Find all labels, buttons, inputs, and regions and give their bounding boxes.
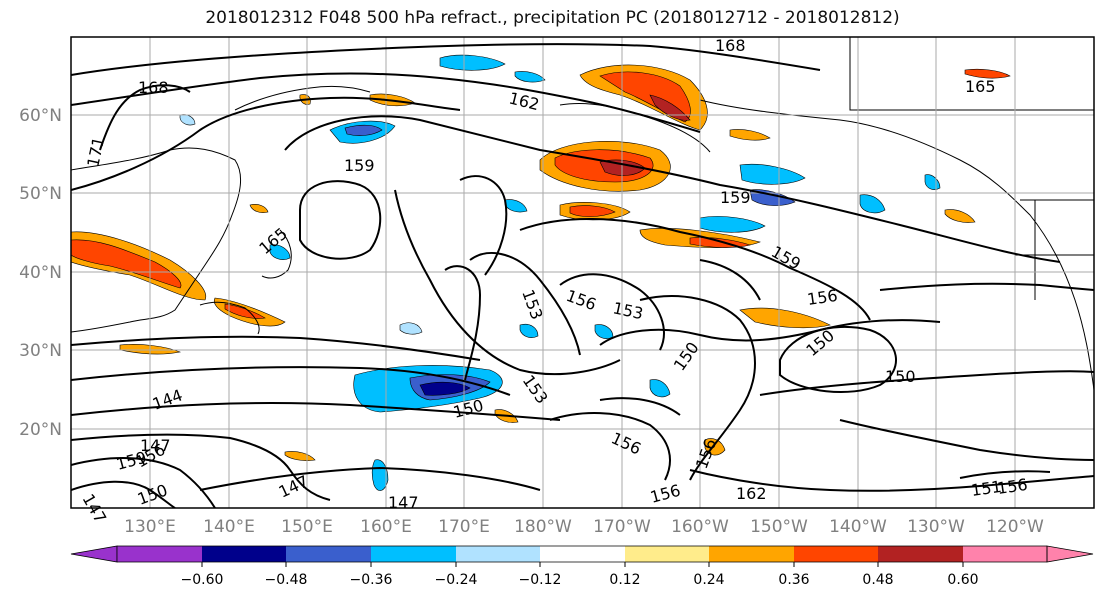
colorbar-segment xyxy=(202,546,286,562)
colorbar-extend-low xyxy=(70,545,118,563)
lon-label: 150°W xyxy=(750,517,808,537)
contour-label: 156 xyxy=(996,475,1029,498)
precipitation-shading xyxy=(71,54,1011,491)
map-frame xyxy=(70,36,1095,509)
colorbar-segment xyxy=(117,546,202,562)
lon-label: 130°E xyxy=(124,517,176,537)
longitude-labels: 130°E 140°E 150°E 160°E 170°E 180°W 170°… xyxy=(124,517,1044,537)
contour-label: 165 xyxy=(965,77,996,96)
colorbar-extend-high xyxy=(1046,545,1094,563)
contour-label: 159 xyxy=(720,188,751,207)
lat-label: 20°N xyxy=(19,420,62,440)
colorbar-segment xyxy=(963,546,1047,562)
lon-label: 140°W xyxy=(829,517,887,537)
lon-label: 150°E xyxy=(281,517,333,537)
colorbar-segment xyxy=(794,546,878,562)
colorbar-segment xyxy=(709,546,794,562)
lon-label: 140°E xyxy=(203,517,255,537)
colorbar-tick-label: −0.36 xyxy=(350,572,393,588)
colorbar-segment xyxy=(625,546,709,562)
colorbar-segment xyxy=(371,546,456,562)
colorbar-tick-label: −0.24 xyxy=(435,572,478,588)
latitude-labels: 60°N 50°N 40°N 30°N 20°N xyxy=(19,106,62,440)
contour-label: 151 xyxy=(970,477,1003,500)
colorbar-tick-label: 0.48 xyxy=(862,572,893,588)
lon-label: 160°W xyxy=(671,517,729,537)
colorbar-segment xyxy=(540,546,625,562)
contour-label: 156 xyxy=(806,286,839,309)
lat-label: 40°N xyxy=(19,263,62,283)
lon-label: 170°E xyxy=(438,517,490,537)
lon-label: 170°W xyxy=(593,517,651,537)
contour-label: 168 xyxy=(715,36,746,55)
colorbar-tick-label: 0.60 xyxy=(947,572,978,588)
contour-label: 147 xyxy=(388,493,419,512)
lat-label: 50°N xyxy=(19,184,62,204)
colorbar-tick-label: 0.24 xyxy=(693,572,724,588)
colorbar-tick-label: 0.12 xyxy=(609,572,640,588)
colorbar: −0.60 −0.48 −0.36 −0.24 −0.12 0.12 0.24 … xyxy=(70,545,1094,588)
contour-label: 150 xyxy=(885,367,916,386)
colorbar-tick-label: −0.12 xyxy=(519,572,562,588)
colorbar-segment xyxy=(878,546,963,562)
colorbar-segment xyxy=(286,546,371,562)
colorbar-segment xyxy=(456,546,540,562)
contour-label: 147 xyxy=(140,436,171,455)
colorbar-tick-label: −0.60 xyxy=(181,572,224,588)
contour-label: 159 xyxy=(344,156,375,175)
colorbar-tick-label: −0.48 xyxy=(265,572,308,588)
lat-label: 60°N xyxy=(19,106,62,126)
contour-label: 162 xyxy=(736,484,767,503)
lon-label: 160°E xyxy=(360,517,412,537)
contour-label: 168 xyxy=(138,78,169,97)
lon-label: 180°W xyxy=(514,517,572,537)
lat-label: 30°N xyxy=(19,341,62,361)
graticule xyxy=(71,37,1094,508)
refractivity-contours xyxy=(71,43,1094,508)
lon-label: 130°W xyxy=(907,517,965,537)
lon-label: 120°W xyxy=(986,517,1044,537)
colorbar-tick-label: 0.36 xyxy=(778,572,809,588)
map-title: 2018012312 F048 500 hPa refract., precip… xyxy=(205,8,900,28)
